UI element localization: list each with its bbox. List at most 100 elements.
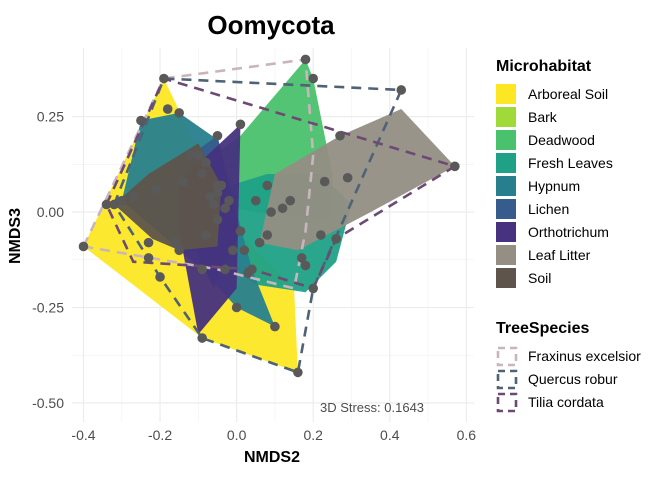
legend-label: Fraxinus excelsior [528, 348, 641, 364]
data-point [239, 245, 250, 256]
legend-label: Lichen [528, 201, 569, 217]
data-point [331, 234, 341, 244]
legend-label: Orthotrichum [528, 224, 609, 240]
data-point [128, 192, 139, 202]
data-point [205, 192, 215, 202]
legend-label: Fresh Leaves [528, 155, 613, 171]
data-point [250, 195, 261, 206]
legend-key-lichen [496, 199, 516, 219]
data-point [151, 184, 162, 195]
legend-key-fresh-leaves [496, 153, 516, 173]
data-point [143, 237, 154, 248]
data-point [193, 150, 204, 160]
data-point [197, 264, 207, 275]
plot-area [72, 48, 474, 422]
data-point [109, 199, 119, 210]
hull-soil [114, 143, 222, 251]
legend-label: Soil [528, 270, 551, 286]
legend-key-deadwood [496, 130, 516, 150]
data-point [335, 130, 345, 141]
x-tick-label: 0.2 [303, 427, 323, 443]
data-point [185, 150, 196, 160]
legend-key-hypnum [496, 176, 516, 196]
data-point [228, 245, 238, 256]
data-point [116, 195, 127, 206]
data-point [285, 195, 296, 206]
data-point [78, 241, 89, 252]
legend-label: Leaf Litter [528, 247, 591, 263]
data-point [220, 203, 230, 214]
legend-key-bark [496, 107, 516, 127]
data-point [296, 253, 307, 263]
data-point [174, 108, 184, 118]
x-tick-label: -0.4 [71, 427, 95, 443]
data-point [197, 169, 207, 179]
data-point [101, 199, 112, 210]
x-tick-label: 0.6 [457, 427, 477, 443]
data-point [247, 264, 257, 275]
legend-key-quercus-robur [496, 369, 518, 390]
data-point [212, 188, 223, 198]
legend-microhabitat-title: Microhabitat [496, 58, 592, 75]
legend-label: Deadwood [528, 132, 595, 148]
y-axis-ticks: -0.50 -0.25 0.00 0.25 [32, 109, 64, 411]
stress-annotation: 3D Stress: 0.1643 [320, 400, 424, 415]
tree-hull-tilia-cordata [105, 76, 459, 291]
data-point [231, 302, 242, 313]
legend-label: Arboreal Soil [528, 86, 608, 102]
data-point [319, 176, 330, 187]
data-point [136, 115, 146, 126]
legend-label: Quercus robur [528, 371, 618, 387]
data-point [235, 226, 246, 236]
data-point [143, 253, 154, 263]
data-point [396, 85, 407, 95]
tree-hull-quercus-robur [112, 77, 404, 375]
data-point [224, 195, 234, 206]
data-point [300, 54, 311, 65]
legend-microhabitat: Microhabitat Arboreal Soil Bark Deadwood Fr… [496, 58, 613, 288]
data-point [159, 73, 169, 84]
legend-treespecies-title: TreeSpecies [496, 320, 590, 337]
data-point [270, 321, 280, 332]
data-point [212, 130, 223, 141]
x-tick-label: 0.4 [380, 427, 400, 443]
data-point [293, 367, 303, 378]
data-point [197, 333, 207, 343]
data-point [162, 104, 173, 114]
legend-key-arboreal-soil [496, 84, 516, 104]
data-point [174, 245, 184, 256]
legend-label: Hypnum [528, 178, 580, 194]
data-point [308, 283, 319, 294]
data-point [316, 230, 326, 240]
chart-title: Oomycota [207, 10, 335, 40]
legend-treespecies: TreeSpecies Fraxinus excelsior Quercus ro… [496, 320, 641, 413]
data-point [178, 176, 188, 187]
data-point [212, 214, 223, 225]
legend-key-tilia-cordata [496, 392, 518, 413]
data-point [262, 180, 273, 191]
sample-points [78, 54, 460, 378]
x-tick-label: 0.0 [227, 427, 247, 443]
data-point [216, 180, 227, 191]
data-point [266, 207, 276, 217]
data-point [208, 199, 219, 210]
legend-key-orthotrichum [496, 222, 516, 242]
y-axis-title: NMDS3 [7, 208, 24, 264]
data-point [235, 119, 246, 130]
data-point [308, 73, 319, 84]
data-point [262, 230, 273, 240]
data-point [277, 203, 288, 214]
data-point [201, 157, 211, 168]
x-axis-title: NMDS2 [244, 449, 300, 466]
y-tick-label: 0.00 [37, 204, 64, 220]
data-point [342, 172, 353, 183]
x-tick-label: -0.2 [148, 427, 172, 443]
tree-hull-fraxinus-excelsior [81, 57, 315, 291]
legend-label: Tilia cordata [528, 394, 604, 410]
y-tick-label: 0.25 [37, 109, 64, 125]
data-point [170, 237, 181, 248]
data-point [450, 161, 460, 172]
x-axis-ticks: -0.4 -0.2 0.0 0.2 0.4 0.6 [71, 427, 476, 443]
legend-key-soil [496, 268, 516, 288]
